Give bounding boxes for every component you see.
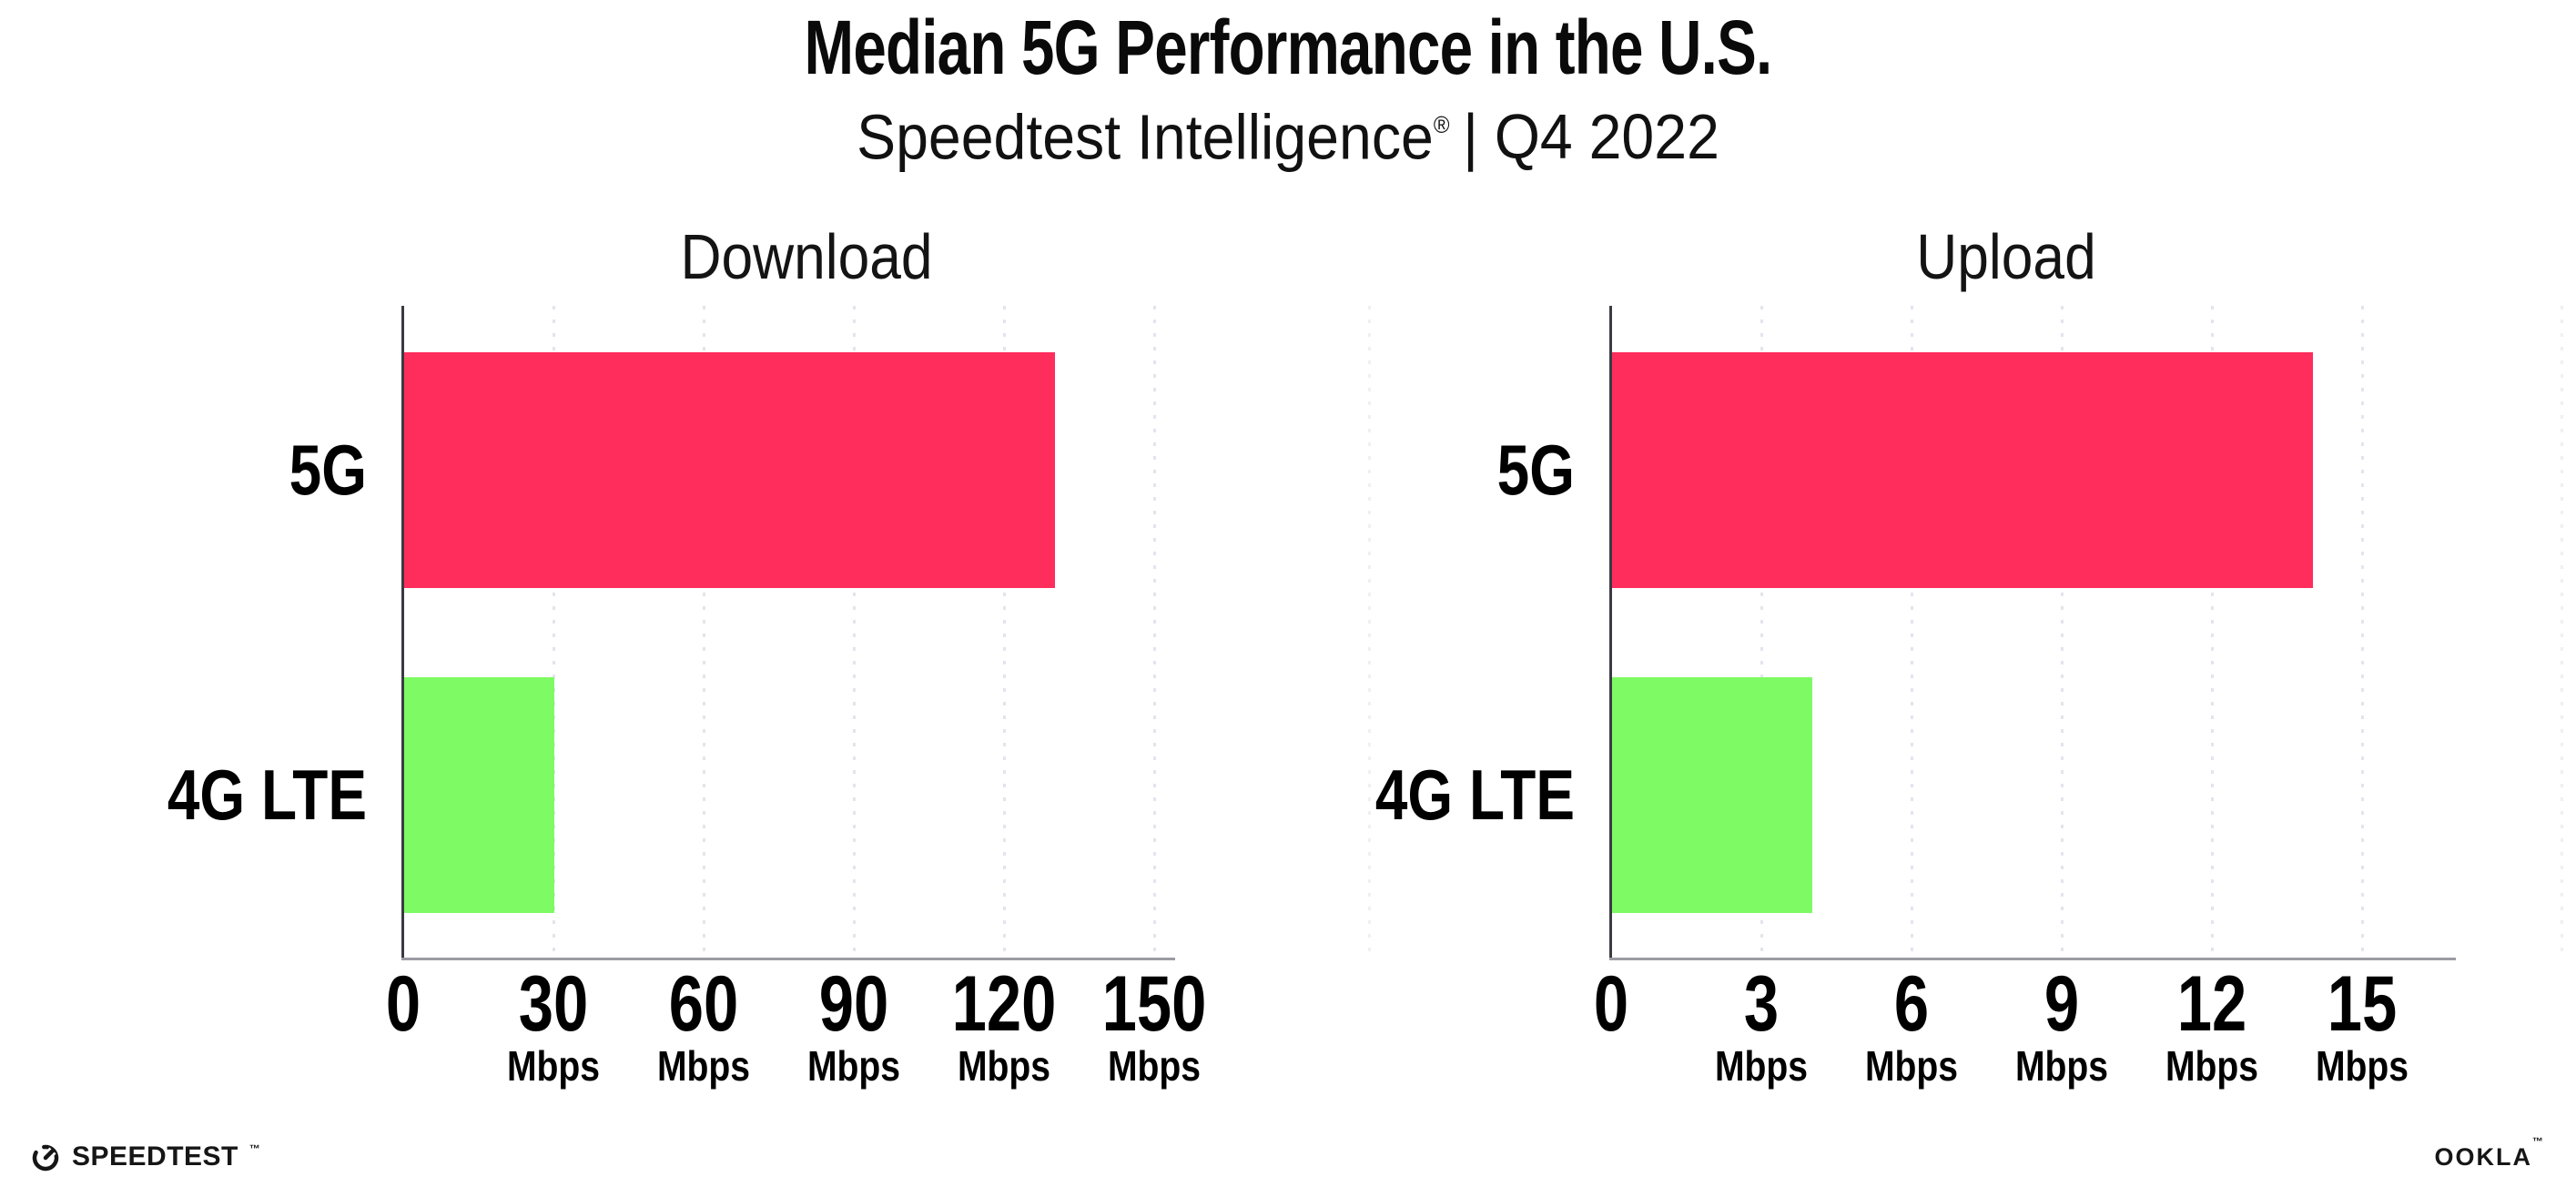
upload-x-tick-label-12: 12 <box>2176 960 2247 1048</box>
upload-gridline-15 <box>2360 306 2364 958</box>
ookla-trademark: ™ <box>2532 1135 2543 1148</box>
download-category-label-4g-lte: 4G LTE <box>167 755 367 835</box>
upload-category-label-5g: 5G <box>1496 430 1575 510</box>
download-x-tick-unit-30: Mbps <box>506 1042 601 1090</box>
download-x-tick-unit-90: Mbps <box>806 1042 901 1090</box>
ookla-logo: OOKLA ™ <box>2434 1135 2544 1171</box>
upload-x-tick-label-0: 0 <box>1593 960 1629 1048</box>
registered-mark: ® <box>1433 111 1450 138</box>
upload-gridline-6 <box>1910 306 1913 958</box>
upload-bar-4g-lte <box>1612 677 1812 913</box>
download-category-label-5g: 5G <box>289 430 367 510</box>
download-x-tick-label-30: 30 <box>518 960 589 1048</box>
download-x-tick-label-60: 60 <box>668 960 739 1048</box>
upload-x-tick-label-15: 15 <box>2327 960 2398 1048</box>
upload-x-tick-unit-6: Mbps <box>1864 1042 1959 1090</box>
download-gridline-150 <box>1152 306 1156 958</box>
subtitle-brand: Speedtest Intelligence <box>857 101 1434 173</box>
download-x-tick-unit-60: Mbps <box>656 1042 751 1090</box>
facet-title-upload: Upload <box>1916 221 2096 292</box>
subtitle-period: | Q4 2022 <box>1463 101 1719 173</box>
download-gridline-30 <box>552 306 555 958</box>
upload-y-axis-line <box>1609 306 1612 960</box>
upload-bar-5g <box>1612 352 2313 588</box>
download-x-tick-label-120: 120 <box>951 960 1057 1048</box>
speedtest-wordmark: SPEEDTEST <box>72 1141 238 1172</box>
upload-x-tick-label-9: 9 <box>2044 960 2080 1048</box>
upload-gridline-12 <box>2210 306 2214 958</box>
page-title: Median 5G Performance in the U.S. <box>804 5 1773 90</box>
download-panel-edge-gridline <box>1368 306 1371 958</box>
upload-x-tick-unit-15: Mbps <box>2315 1042 2409 1090</box>
facet-title-download: Download <box>680 221 933 292</box>
upload-panel-edge-gridline <box>2561 306 2563 958</box>
download-x-axis-line <box>401 958 1175 960</box>
page-subtitle: Speedtest Intelligence® | Q4 2022 <box>103 95 2473 170</box>
download-x-tick-label-90: 90 <box>818 960 889 1048</box>
speedtest-logo: SPEEDTEST ™ <box>30 1140 260 1174</box>
download-gridline-90 <box>852 306 856 958</box>
upload-gridline-9 <box>2060 306 2064 958</box>
download-bar-4g-lte <box>404 677 554 913</box>
upload-x-tick-unit-12: Mbps <box>2165 1042 2259 1090</box>
upload-x-tick-unit-3: Mbps <box>1714 1042 1809 1090</box>
upload-gridline-3 <box>1760 306 1763 958</box>
upload-category-label-4g-lte: 4G LTE <box>1374 755 1575 835</box>
download-x-tick-label-0: 0 <box>385 960 421 1048</box>
upload-x-tick-unit-9: Mbps <box>2014 1042 2109 1090</box>
upload-x-axis-line <box>1609 958 2456 960</box>
speedtest-trademark: ™ <box>248 1142 260 1155</box>
download-gridline-60 <box>702 306 705 958</box>
download-x-tick-unit-120: Mbps <box>957 1042 1051 1090</box>
download-bar-5g <box>404 352 1055 588</box>
download-gridline-120 <box>1002 306 1006 958</box>
upload-x-tick-label-6: 6 <box>1893 960 1930 1048</box>
download-y-axis-line <box>401 306 404 960</box>
download-x-tick-label-150: 150 <box>1101 960 1207 1048</box>
ookla-wordmark: OOKLA <box>2434 1143 2532 1171</box>
speedtest-gauge-icon <box>32 1144 59 1172</box>
download-x-tick-unit-150: Mbps <box>1107 1042 1202 1090</box>
upload-x-tick-label-3: 3 <box>1743 960 1780 1048</box>
